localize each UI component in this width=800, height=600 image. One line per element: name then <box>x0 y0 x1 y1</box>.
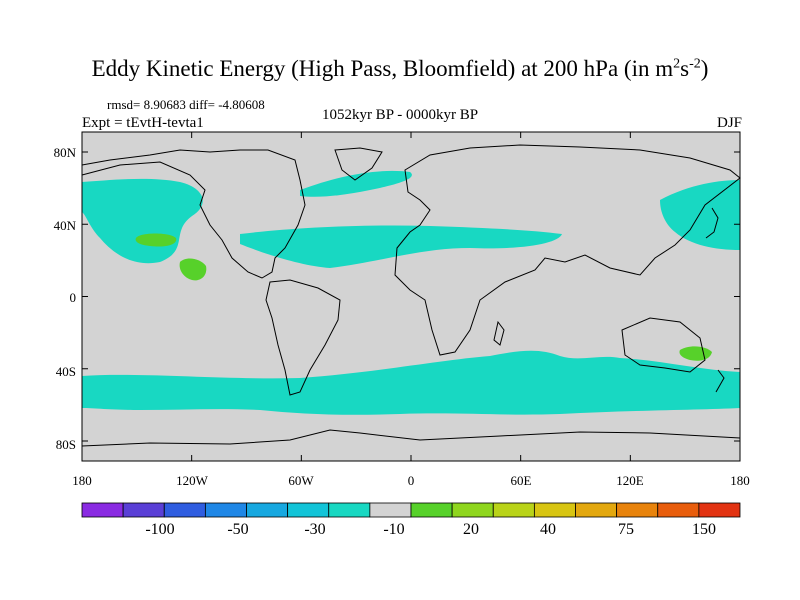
colorbar <box>81 502 741 518</box>
colorbar-swatch <box>163 502 206 518</box>
lon-label-180w: 180 <box>72 473 92 488</box>
green-patch-pacific-north <box>135 233 177 247</box>
lon-label-120w: 120W <box>176 473 208 488</box>
subtropical-jet-band <box>240 225 562 268</box>
colorbar-swatch <box>616 502 659 518</box>
plot-title: Eddy Kinetic Energy (High Pass, Bloomfie… <box>91 56 709 81</box>
green-patch-pacific-south <box>179 258 207 281</box>
colorbar-label: 40 <box>540 521 556 538</box>
colorbar-swatch <box>492 502 535 518</box>
coast-australia <box>621 317 706 373</box>
anomaly-fields <box>82 170 740 415</box>
southern-ocean-band <box>82 350 740 415</box>
lat-label-0: 0 <box>69 290 77 305</box>
period-label: 1052kyr BP - 0000kyr BP <box>321 107 479 123</box>
colorbar-swatch <box>657 502 700 518</box>
coast-antarctica <box>81 429 741 447</box>
colorbar-swatch <box>122 502 165 518</box>
stats-text: rmsd= 8.90683 diff= -4.80608 <box>107 97 265 112</box>
lat-label-40n: 40N <box>53 218 76 233</box>
coast-eurasia-africa <box>394 144 741 356</box>
axis-ticks <box>81 132 741 461</box>
colorbar-swatch <box>369 502 412 518</box>
colorbar-swatch <box>204 502 247 518</box>
lon-label-60e: 60E <box>510 473 532 488</box>
season-label: DJF <box>716 115 742 131</box>
colorbar-label: 20 <box>463 521 479 538</box>
coast-japan <box>705 207 719 239</box>
lon-label-120e: 120E <box>616 473 644 488</box>
experiment-label: Expt = tEvtH-tevta1 <box>82 115 204 131</box>
colorbar-label: 150 <box>692 521 716 538</box>
lat-label-80n: 80N <box>53 145 76 160</box>
colorbar-swatch <box>698 502 741 518</box>
colorbar-swatch <box>246 502 289 518</box>
colorbar-label: -100 <box>145 521 175 538</box>
coast-greenland <box>334 147 383 181</box>
colorbar-swatch <box>451 502 494 518</box>
colorbar-label: -30 <box>304 521 326 538</box>
colorbar-label: 75 <box>618 521 634 538</box>
colorbar-label: -10 <box>383 521 405 538</box>
lat-label-40s: 40S <box>55 364 76 379</box>
colorbar-label: -50 <box>227 521 249 538</box>
colorbar-swatch <box>287 502 330 518</box>
north-asia-pacific-band <box>660 180 740 250</box>
north-atlantic-band <box>300 170 412 197</box>
coast-north-america <box>81 149 306 279</box>
lon-label-180e: 180 <box>730 473 750 488</box>
lon-label-0: 0 <box>407 473 415 488</box>
colorbar-swatch <box>81 502 124 518</box>
colorbar-swatch <box>533 502 576 518</box>
lat-label-80s: 80S <box>55 437 76 452</box>
lon-label-60w: 60W <box>288 473 314 488</box>
coast-madagascar <box>493 320 505 346</box>
colorbar-swatch <box>328 502 371 518</box>
coast-new-zealand <box>715 369 725 393</box>
coast-south-america <box>265 279 341 396</box>
coastlines <box>81 144 741 447</box>
colorbar-swatch <box>410 502 453 518</box>
colorbar-swatch <box>575 502 618 518</box>
